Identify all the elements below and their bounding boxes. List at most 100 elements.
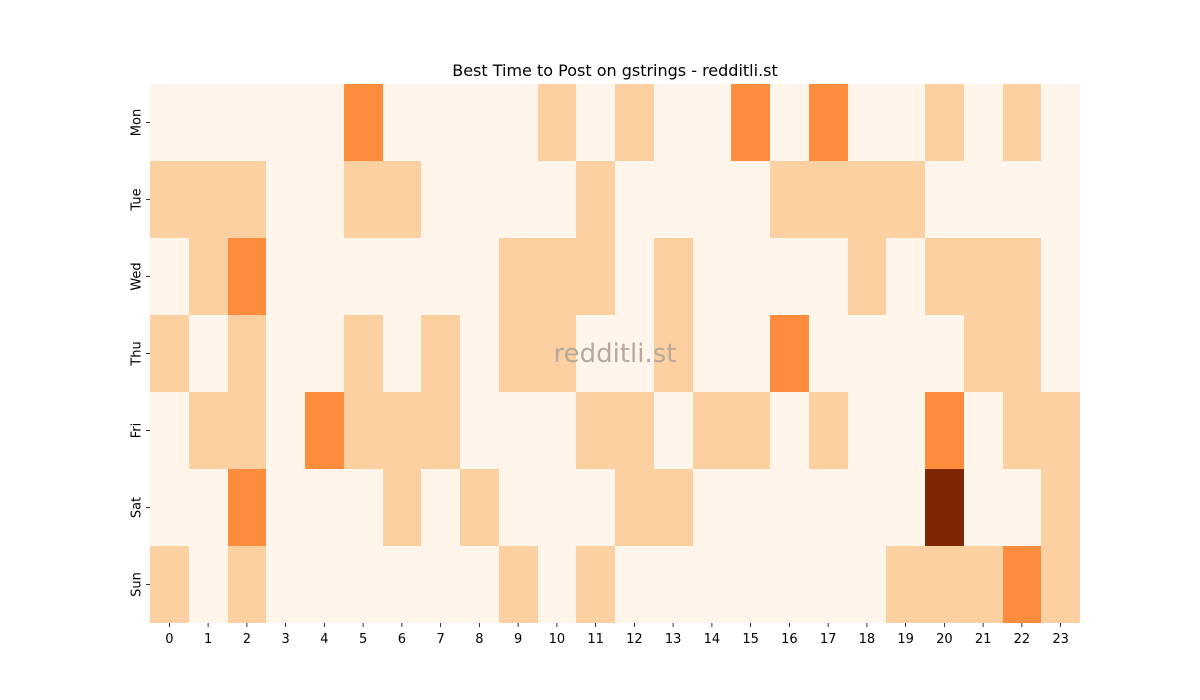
heatmap-cell	[654, 392, 693, 469]
heatmap-cell	[344, 84, 383, 161]
heatmap-cell	[693, 161, 731, 238]
heatmap-cell	[228, 315, 266, 392]
heatmap-cell	[886, 546, 925, 623]
heatmap-cell	[228, 392, 266, 469]
x-tick-label: 8	[475, 632, 483, 647]
heatmap-cell	[886, 84, 925, 161]
heatmap-cell	[615, 161, 654, 238]
heatmap-cell	[305, 546, 344, 623]
heatmap-cell	[886, 161, 925, 238]
heatmap-cell	[886, 392, 925, 469]
heatmap-cell	[576, 546, 615, 623]
x-tick-label: 21	[975, 632, 992, 647]
heatmap-cell	[383, 238, 421, 315]
x-tick-label: 19	[897, 632, 914, 647]
y-tick-label: Sun	[130, 572, 145, 597]
x-tick-label: 5	[359, 632, 367, 647]
heatmap-cell	[693, 392, 731, 469]
heatmap-cell	[848, 238, 886, 315]
heatmap-cell	[1041, 315, 1080, 392]
x-tick-label: 7	[436, 632, 444, 647]
heatmap-cell	[809, 238, 848, 315]
heatmap-cell	[305, 238, 344, 315]
heatmap-cell	[344, 315, 383, 392]
heatmap-cell	[770, 469, 809, 546]
heatmap-cell	[964, 546, 1003, 623]
heatmap-cell	[1041, 161, 1080, 238]
heatmap-cell	[576, 161, 615, 238]
y-axis: Mon Tue Wed Thu Fri Sat Sun	[130, 109, 150, 597]
heatmap-cell	[964, 469, 1003, 546]
heatmap-cell	[499, 469, 538, 546]
heatmap-cell	[305, 315, 344, 392]
heatmap-cell	[150, 238, 189, 315]
heatmap-cell	[576, 84, 615, 161]
heatmap-cell	[150, 392, 189, 469]
heatmap-cell	[1003, 392, 1041, 469]
heatmap-cell	[344, 238, 383, 315]
heatmap-cell	[383, 315, 421, 392]
x-tick-label: 16	[781, 632, 798, 647]
heatmap-cell	[1003, 315, 1041, 392]
heatmap-cell	[693, 469, 731, 546]
heatmap-cell	[305, 469, 344, 546]
x-tick-label: 14	[704, 632, 721, 647]
heatmap-cell	[305, 392, 344, 469]
heatmap-cell	[654, 84, 693, 161]
heatmap-cell	[1003, 546, 1041, 623]
heatmap-cell	[189, 469, 228, 546]
x-tick-label: 10	[549, 632, 566, 647]
heatmap-cell	[460, 161, 499, 238]
heatmap-cell	[460, 84, 499, 161]
heatmap-cell	[383, 161, 421, 238]
heatmap-cell	[499, 392, 538, 469]
heatmap-cell	[809, 161, 848, 238]
heatmap-cell	[848, 392, 886, 469]
heatmap-cell	[460, 238, 499, 315]
heatmap-cell	[731, 392, 770, 469]
heatmap-cell	[421, 84, 460, 161]
heatmap-cell	[615, 469, 654, 546]
heatmap-cell	[383, 546, 421, 623]
y-tick-label: Mon	[130, 109, 145, 136]
heatmap-cell	[421, 238, 460, 315]
heatmap-cell	[576, 392, 615, 469]
x-tick-label: 11	[587, 632, 604, 647]
x-tick-label: 20	[936, 632, 953, 647]
heatmap-cell	[964, 392, 1003, 469]
heatmap-cell	[150, 469, 189, 546]
heatmap-cell	[344, 161, 383, 238]
heatmap-cell	[576, 315, 615, 392]
heatmap-cell	[460, 392, 499, 469]
heatmap-cell	[886, 469, 925, 546]
heatmap-cell	[305, 161, 344, 238]
heatmap-cell	[925, 315, 964, 392]
heatmap-cell	[1041, 546, 1080, 623]
heatmap-cell	[1041, 238, 1080, 315]
x-tick-label: 22	[1014, 632, 1031, 647]
heatmap-cell	[538, 238, 576, 315]
heatmap-cell	[305, 84, 344, 161]
y-tick-label: Wed	[130, 262, 145, 290]
heatmap-cell	[693, 238, 731, 315]
heatmap-cell	[770, 161, 809, 238]
y-tick-label: Sat	[130, 497, 145, 518]
heatmap-cell	[538, 392, 576, 469]
heatmap-cell	[770, 315, 809, 392]
heatmap-cell	[809, 84, 848, 161]
heatmap-cell	[654, 161, 693, 238]
heatmap-cell	[421, 161, 460, 238]
heatmap-cell	[654, 469, 693, 546]
heatmap-cell	[1003, 238, 1041, 315]
heatmap-cell	[848, 161, 886, 238]
heatmap-cell	[228, 238, 266, 315]
heatmap-cell	[576, 469, 615, 546]
x-tick-label: 6	[398, 632, 406, 647]
heatmap-cell	[150, 84, 189, 161]
heatmap-cell	[228, 469, 266, 546]
heatmap-cell	[654, 238, 693, 315]
heatmap-cell	[809, 469, 848, 546]
heatmap-cell	[809, 392, 848, 469]
heatmap-cell	[886, 238, 925, 315]
heatmap-cell	[1041, 392, 1080, 469]
